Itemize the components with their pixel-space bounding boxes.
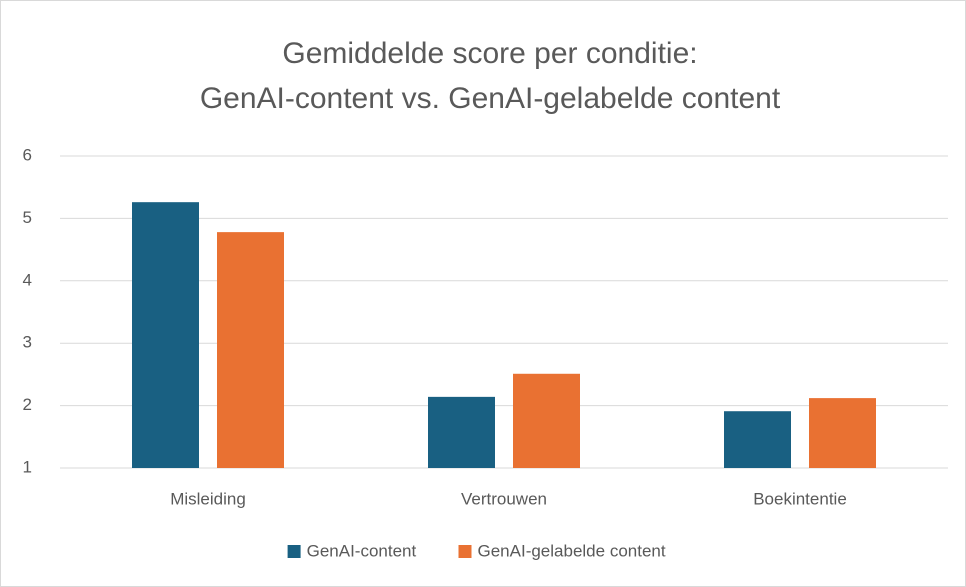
bar [217, 232, 284, 468]
y-tick-label: 2 [23, 395, 32, 414]
y-tick-label: 6 [23, 145, 32, 164]
y-tick-label: 5 [23, 208, 32, 227]
bar [132, 202, 199, 468]
x-tick-label: Boekintentie [753, 489, 847, 508]
bar [428, 396, 495, 468]
bar [724, 411, 791, 468]
y-tick-label: 3 [23, 333, 32, 352]
bar [809, 398, 876, 468]
y-tick-label: 1 [23, 457, 32, 476]
y-tick-label: 4 [23, 270, 32, 289]
legend-label: GenAI-content [307, 541, 417, 560]
legend-swatch [458, 545, 472, 558]
x-tick-label: Vertrouwen [461, 489, 547, 508]
bar [513, 373, 580, 468]
chart-title: GenAI-content vs. GenAI-gelabelde conten… [200, 82, 781, 115]
x-tick-label: Misleiding [170, 489, 246, 508]
legend-label: GenAI-gelabelde content [478, 541, 666, 560]
chart-title: Gemiddelde score per conditie: [282, 37, 697, 70]
legend-swatch [287, 545, 301, 558]
